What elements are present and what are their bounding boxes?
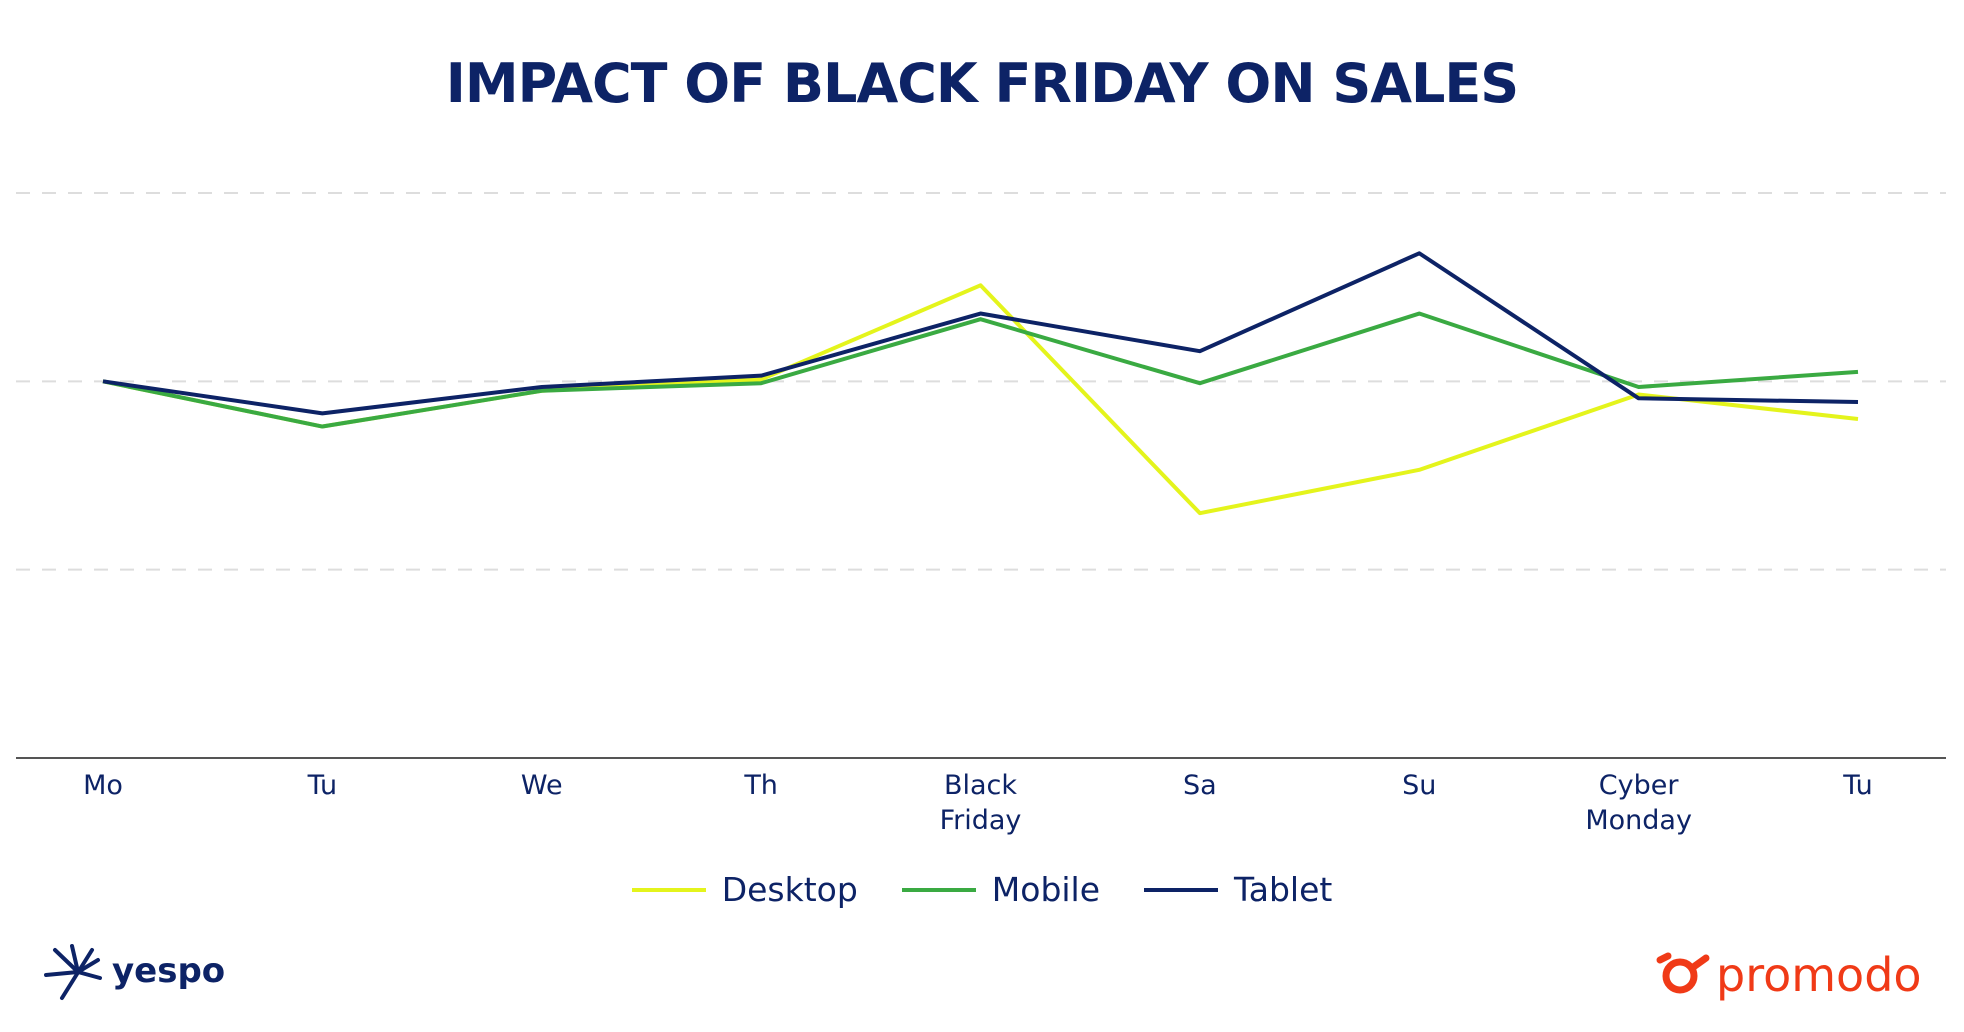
x-tick-label: Sa [1183, 770, 1217, 801]
chart-title: IMPACT OF BLACK FRIDAY ON SALES [445, 52, 1519, 115]
x-tick-label: Cyber Monday [1585, 770, 1692, 836]
x-tick-label: Black Friday [939, 770, 1022, 836]
legend-swatch [1144, 887, 1219, 892]
series-line [102, 251, 1859, 416]
x-tick-label: Th [744, 770, 778, 801]
legend-label: Tablet [1234, 870, 1333, 909]
legend-item: Tablet [1144, 870, 1332, 909]
x-tick-label: Tu [307, 770, 338, 801]
logo-right: promodo [1716, 948, 1922, 1002]
legend-label: Mobile [991, 870, 1101, 909]
logo-left: yespo [112, 951, 226, 991]
promodo-icon [1656, 952, 1710, 994]
x-tick-label: Su [1402, 770, 1437, 801]
x-tick-label: We [520, 770, 563, 801]
legend-item: Desktop [631, 870, 858, 909]
legend-swatch [631, 887, 706, 892]
legend-label: Desktop [721, 870, 858, 909]
series-line [102, 311, 1859, 429]
legend-item: Mobile [901, 870, 1101, 909]
x-tick-label: Tu [1843, 770, 1873, 801]
legend-swatch [901, 887, 976, 892]
legend: Desktop Mobile Tablet [0, 870, 1964, 909]
x-tick-label: Mo [83, 770, 123, 801]
yespo-icon [44, 944, 102, 1000]
